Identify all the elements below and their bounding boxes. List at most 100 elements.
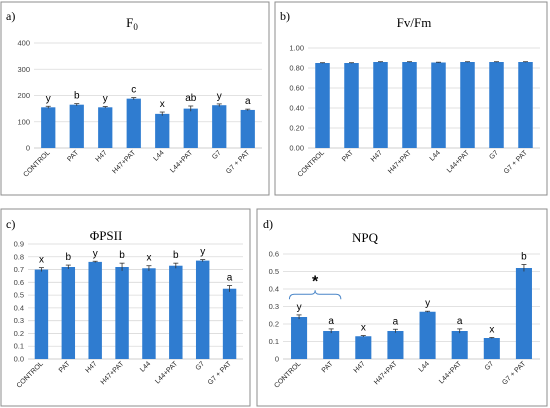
y-tick-label: 0.1 — [269, 337, 279, 346]
y-tick-label: 0.4 — [14, 303, 24, 312]
bar-pat — [344, 63, 359, 148]
y-tick-label: 0.5 — [269, 267, 279, 276]
bar-l44 — [431, 62, 446, 148]
x-tick-label: G7 — [484, 360, 496, 372]
significance-bracket — [288, 290, 342, 300]
bar-control — [34, 269, 49, 359]
bar-g7-pat — [518, 62, 533, 148]
bar-h47 — [88, 261, 102, 359]
bar-l44 — [419, 311, 436, 359]
bar-g7 — [483, 338, 500, 359]
significance-letter: b — [119, 250, 125, 261]
significance-letter: x — [39, 255, 44, 266]
significance-letter: x — [489, 324, 494, 335]
y-tick-label: 0.20 — [289, 124, 304, 133]
panel-a-title-subscript: 0 — [133, 22, 138, 32]
bar-g7-pat — [222, 288, 237, 359]
panel-d-title: NPQ — [352, 230, 379, 245]
significance-letter: y — [200, 247, 205, 258]
significance-letter: b — [173, 250, 179, 261]
x-tick-label: G7 — [195, 360, 207, 372]
significance-letter: b — [66, 252, 72, 263]
significance-letter: b — [74, 91, 80, 102]
y-tick-label: 0.60 — [289, 84, 304, 93]
y-tick-label: 400 — [17, 39, 30, 48]
significance-letter: a — [245, 96, 251, 107]
significance-letter: a — [227, 273, 233, 284]
bar-pat — [61, 267, 76, 359]
bar-control — [41, 107, 56, 148]
y-tick-label: 0.1 — [14, 342, 24, 351]
significance-letter: y — [103, 94, 108, 105]
bar-l44 — [155, 113, 170, 148]
y-tick-label: 200 — [17, 91, 30, 100]
panel-d: d) NPQ 00.10.20.30.40.50.6yCONTROLaPATxH… — [256, 208, 548, 407]
panel-c-title: ΦPSII — [90, 228, 123, 243]
y-tick-label: 0.40 — [289, 104, 304, 113]
bar-h47 — [355, 336, 372, 359]
significance-letter: x — [160, 99, 165, 110]
panel-c: c) ΦPSII 0.0 0.1 0.2 0.3 0.4 0.5 0.6 0.7 0.8 0.9 x… — [0, 208, 251, 407]
panel-d-letter: d) — [263, 217, 273, 231]
bar-h47-pat — [115, 267, 129, 359]
panel-a-frame — [0, 1, 270, 196]
bar-l44-pat — [169, 265, 183, 359]
y-tick-label: 0.3 — [269, 302, 279, 311]
significance-letter: a — [393, 316, 399, 327]
panel-b-letter: b) — [280, 9, 290, 23]
bar-g7 — [212, 105, 227, 148]
y-tick-label: 0.7 — [14, 265, 24, 274]
bar-l44 — [142, 268, 156, 359]
panel-c-letter: c) — [6, 217, 15, 231]
x-tick-label: G7 — [488, 149, 500, 161]
bar-l44-pat — [183, 108, 198, 148]
bar-control — [291, 317, 308, 359]
panel-a-title: F0 — [126, 15, 138, 32]
y-tick-label: 0.9 — [14, 240, 24, 249]
significance-letter: y — [425, 298, 430, 309]
y-tick-label: 0.0 — [14, 355, 24, 364]
panel-a-letter: a) — [6, 9, 15, 23]
significance-letter: y — [46, 93, 51, 104]
panel-a: a) F0 0100200300400yCONTROLbPATyH47cH47+… — [0, 1, 270, 196]
y-tick-label: 1.00 — [289, 44, 304, 53]
y-tick-label: 0 — [26, 144, 30, 153]
y-tick-label: 300 — [17, 65, 30, 74]
significance-letter: b — [521, 252, 527, 263]
significance-star: * — [312, 273, 319, 290]
bar-l44-pat — [460, 62, 475, 148]
y-tick-label: 0.6 — [14, 278, 24, 287]
bar-g7-pat — [240, 109, 255, 148]
bar-pat — [323, 331, 340, 359]
bar-h47 — [98, 107, 113, 148]
bar-h47-pat — [387, 331, 404, 359]
significance-letter: y — [217, 91, 222, 102]
panel-d-frame — [256, 208, 548, 407]
y-tick-label: 0.4 — [269, 285, 279, 294]
significance-letter: ab — [185, 93, 197, 104]
bar-control — [315, 63, 330, 148]
significance-letter: y — [93, 248, 98, 259]
y-tick-label: 0.5 — [14, 291, 24, 300]
y-tick-label: 0.2 — [14, 329, 24, 338]
bar-g7 — [195, 260, 210, 359]
significance-letter: x — [361, 323, 366, 334]
y-tick-label: 100 — [17, 117, 30, 126]
significance-letter: a — [457, 316, 463, 327]
y-tick-label: 0 — [275, 355, 279, 364]
y-tick-label: 0.2 — [269, 320, 279, 329]
bar-h47 — [373, 62, 388, 148]
y-tick-label: 0.80 — [289, 64, 304, 73]
bar-h47-pat — [402, 62, 417, 148]
panel-b-title: Fv/Fm — [397, 15, 432, 30]
significance-letter: y — [297, 302, 302, 313]
significance-letter: x — [146, 253, 151, 264]
panel-b: b) Fv/Fm 0.000.200.400.600.801.00CONTROL… — [274, 1, 548, 196]
significance-letter: c — [131, 85, 136, 96]
bar-l44-pat — [451, 331, 468, 359]
y-tick-label: 0.00 — [289, 144, 304, 153]
significance-letter: a — [328, 316, 334, 327]
y-tick-label: 0.8 — [14, 252, 24, 261]
bar-pat — [69, 104, 84, 148]
